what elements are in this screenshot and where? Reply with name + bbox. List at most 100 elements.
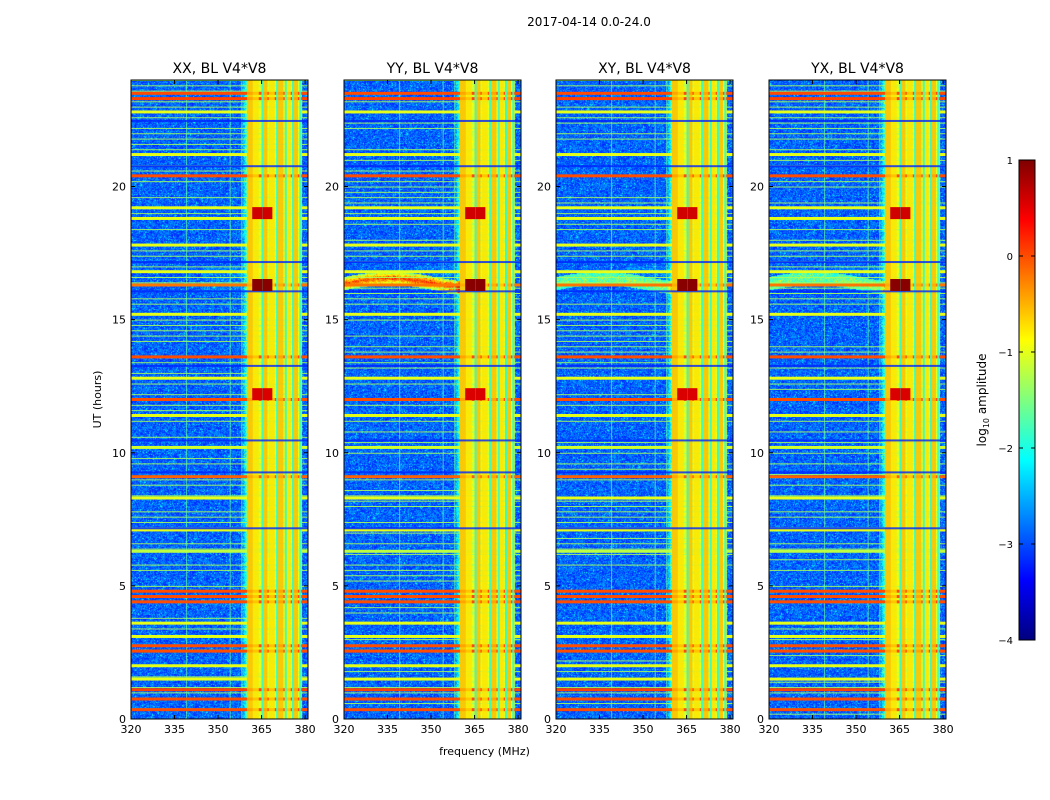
quiet-line bbox=[344, 471, 521, 474]
rfi-gap bbox=[512, 80, 515, 719]
rfi-line bbox=[344, 101, 521, 103]
rfi-channel bbox=[504, 80, 511, 719]
rfi-line bbox=[769, 202, 946, 204]
rfi-line bbox=[131, 394, 308, 396]
rfi-line bbox=[556, 223, 733, 225]
rfi-line bbox=[344, 250, 521, 252]
rfi-line bbox=[344, 521, 521, 523]
rfi-line bbox=[556, 500, 733, 502]
rfi-time-band bbox=[131, 270, 308, 274]
rfi-time-band bbox=[769, 153, 946, 157]
rfi-line bbox=[131, 516, 308, 518]
y-tick-label: 15 bbox=[112, 314, 126, 327]
rfi-line bbox=[556, 703, 733, 705]
rfi-line bbox=[131, 495, 308, 497]
rfi-line bbox=[131, 106, 308, 108]
quiet-line bbox=[556, 527, 733, 530]
rfi-line bbox=[131, 548, 308, 550]
rfi-line bbox=[556, 511, 733, 513]
rfi-time-band bbox=[131, 216, 308, 220]
rfi-channel bbox=[277, 80, 284, 719]
rfi-time-band bbox=[131, 376, 308, 380]
rfi-line bbox=[556, 133, 733, 135]
rfi-line bbox=[344, 223, 521, 225]
rfi-time-band bbox=[131, 649, 308, 653]
rfi-line bbox=[769, 266, 946, 268]
rfi-time-band bbox=[344, 589, 521, 593]
x-tick-label: 350 bbox=[846, 723, 867, 736]
rfi-line bbox=[131, 458, 308, 460]
rfi-channel bbox=[459, 80, 466, 719]
rfi-line bbox=[131, 143, 308, 145]
panel-frame bbox=[768, 79, 947, 720]
rfi-gap bbox=[292, 80, 295, 719]
rfi-channel bbox=[291, 80, 298, 719]
rfi-line bbox=[769, 346, 946, 348]
rfi-line bbox=[344, 687, 521, 689]
rfi-line bbox=[131, 383, 308, 385]
rfi-time-band bbox=[769, 475, 946, 479]
rfi-line bbox=[769, 255, 946, 257]
rfi-time-band bbox=[131, 243, 308, 247]
rfi-line bbox=[131, 250, 308, 252]
rfi-time-band bbox=[556, 475, 733, 479]
rfi-line bbox=[344, 420, 521, 422]
rfi-line bbox=[556, 521, 733, 523]
rfi-time-band bbox=[769, 97, 946, 101]
rfi-time-band bbox=[556, 312, 733, 316]
y-axis-label: UT (hours) bbox=[91, 371, 104, 429]
rfi-gap bbox=[701, 80, 704, 719]
rfi-line bbox=[131, 282, 308, 284]
rfi-line bbox=[556, 351, 733, 353]
rfi-line bbox=[131, 687, 308, 689]
rfi-channel bbox=[497, 80, 504, 719]
rfi-time-band bbox=[131, 153, 308, 157]
rfi-line bbox=[769, 681, 946, 683]
rfi-time-band bbox=[344, 528, 521, 532]
rfi-time-band bbox=[556, 697, 733, 701]
rfi-line bbox=[769, 585, 946, 587]
rfi-line bbox=[131, 404, 308, 406]
x-tick-label: 320 bbox=[546, 723, 567, 736]
rfi-time-band bbox=[556, 634, 733, 638]
rfi-time-band bbox=[769, 312, 946, 316]
rfi-line bbox=[556, 213, 733, 215]
rfi-line bbox=[344, 362, 521, 364]
rfi-time-band bbox=[769, 445, 946, 449]
rfi-line bbox=[131, 229, 308, 231]
y-tick-label: 15 bbox=[750, 314, 764, 327]
rfi-line bbox=[131, 138, 308, 140]
rfi-line bbox=[344, 543, 521, 545]
rfi-time-band bbox=[131, 697, 308, 701]
quiet-line bbox=[556, 439, 733, 442]
quiet-line bbox=[131, 527, 308, 530]
rfi-channel bbox=[709, 80, 716, 719]
rfi-line bbox=[556, 367, 733, 369]
rfi-line bbox=[769, 559, 946, 561]
rfi-time-band bbox=[344, 355, 521, 359]
rfi-time-band bbox=[769, 496, 946, 500]
rfi-time-band bbox=[131, 595, 308, 599]
rfi-line bbox=[131, 564, 308, 566]
rfi-line bbox=[131, 511, 308, 513]
rfi-time-band bbox=[769, 216, 946, 220]
rfi-gap bbox=[922, 80, 925, 719]
rfi-line bbox=[344, 383, 521, 385]
rfi-time-band bbox=[344, 649, 521, 653]
rfi-line bbox=[344, 532, 521, 534]
rfi-time-band bbox=[344, 445, 521, 449]
rfi-line bbox=[769, 298, 946, 300]
x-tick-label: 380 bbox=[720, 723, 741, 736]
rfi-line bbox=[344, 452, 521, 454]
x-tick-label: 365 bbox=[464, 723, 485, 736]
rfi-line bbox=[556, 548, 733, 550]
rfi-time-band bbox=[769, 697, 946, 701]
rfi-line bbox=[769, 388, 946, 390]
spectrogram-panel: XX, BL V4*V8 320 335 350 365 380 0 5 10 15 20 UT (h… bbox=[91, 61, 316, 736]
rfi-line bbox=[344, 122, 521, 124]
rfi-line bbox=[556, 277, 733, 279]
quiet-line bbox=[556, 471, 733, 474]
rfi-time-band bbox=[131, 634, 308, 638]
rfi-line bbox=[344, 575, 521, 577]
rfi-time-band bbox=[556, 398, 733, 401]
